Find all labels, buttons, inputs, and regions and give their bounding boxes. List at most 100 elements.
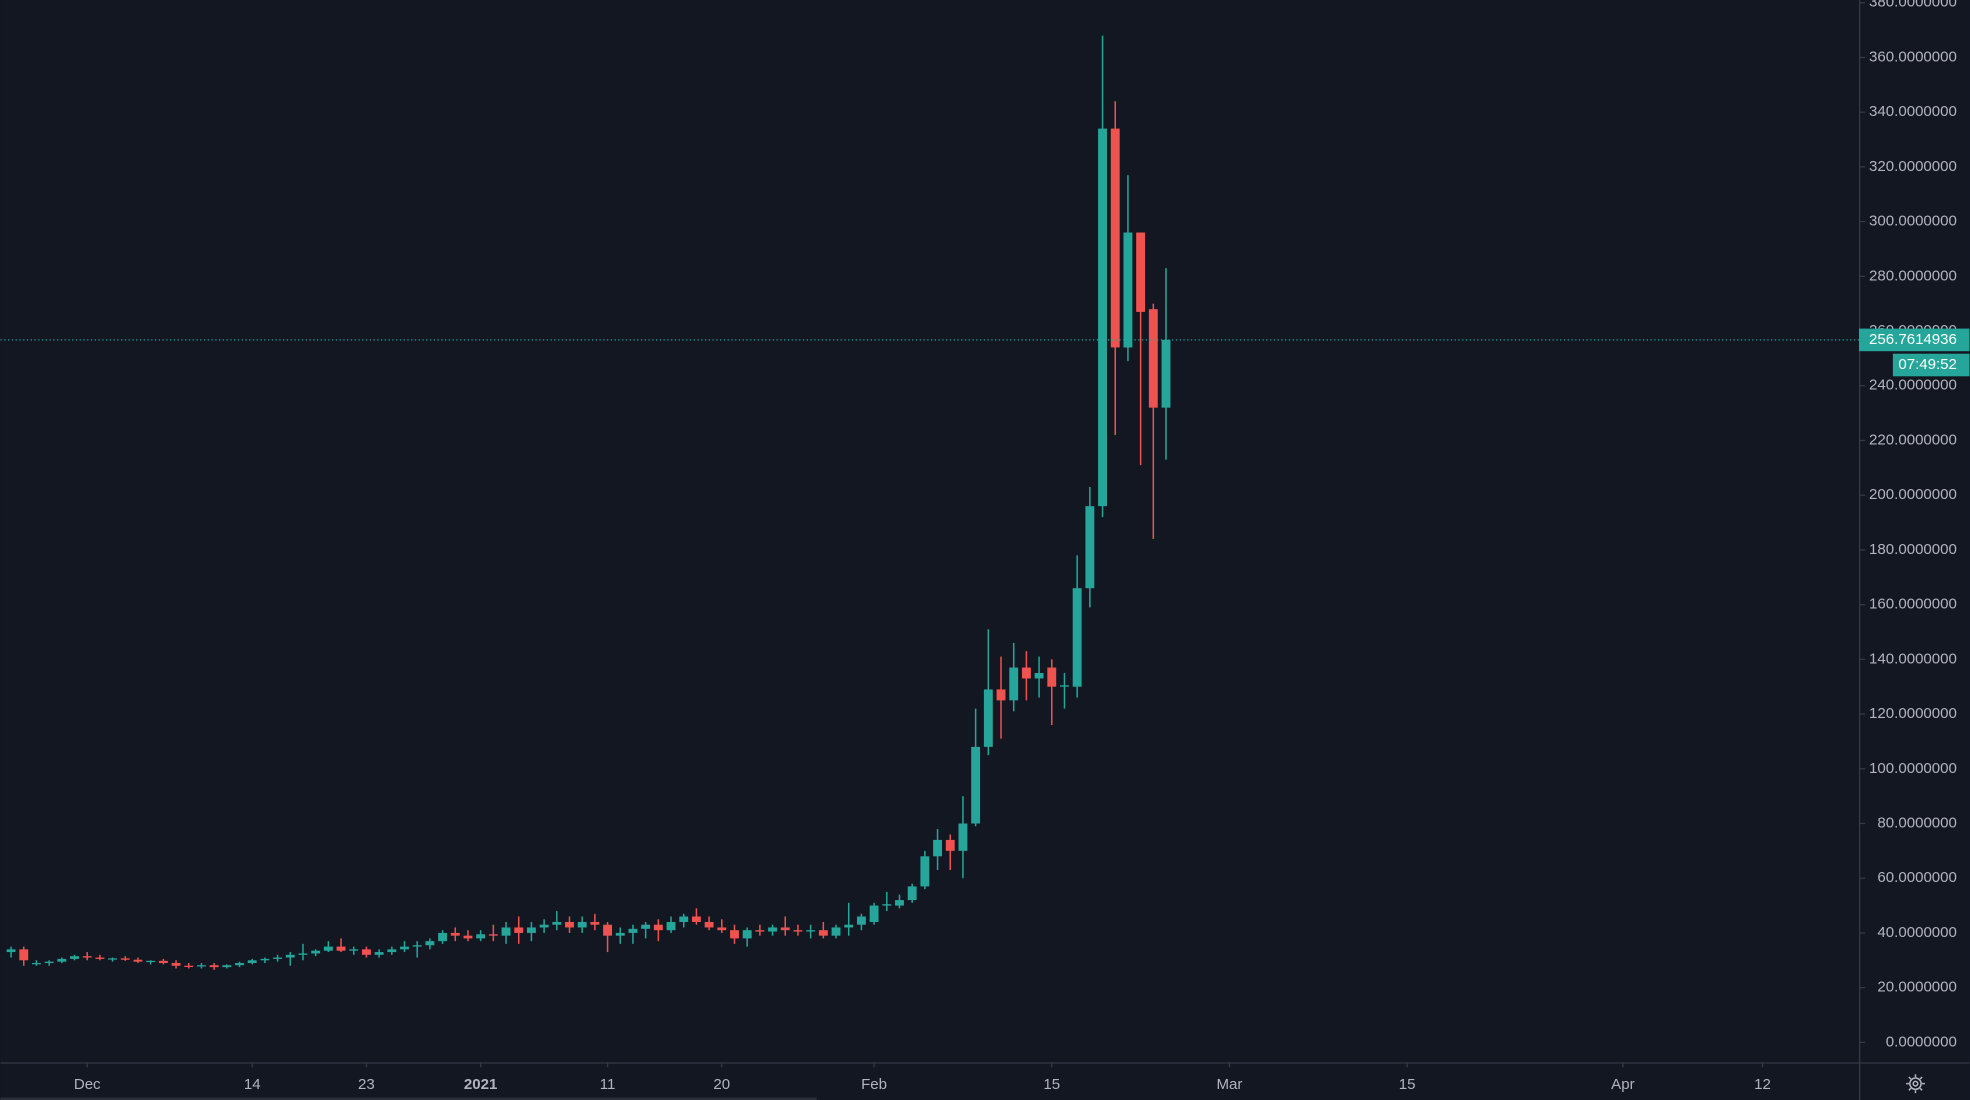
candle-body <box>323 946 333 951</box>
candle-body <box>590 921 600 925</box>
candle-body <box>400 946 409 950</box>
candle-body <box>209 965 219 968</box>
candle-body <box>882 904 892 906</box>
y-tick-label: 240.0000000 <box>1869 377 1957 394</box>
candle-body <box>412 945 422 947</box>
candle-body <box>907 886 917 901</box>
settings-gear[interactable] <box>1906 1074 1925 1094</box>
candle-body <box>57 958 67 962</box>
candle-body <box>158 960 168 964</box>
candle-body <box>971 746 981 824</box>
candle-body <box>526 927 536 933</box>
candle-body <box>298 953 308 955</box>
candle-body <box>552 921 562 925</box>
candle-body <box>856 916 866 925</box>
candle-body <box>603 924 613 936</box>
candle-body <box>869 905 879 922</box>
y-tick-label: 180.0000000 <box>1869 541 1957 558</box>
y-tick-label: 0.0000000 <box>1886 1033 1957 1050</box>
candle-body <box>1072 588 1082 687</box>
candle-body <box>730 930 739 939</box>
y-tick-label: 200.0000000 <box>1869 486 1957 503</box>
candle-body <box>844 924 854 928</box>
x-tick-label: Mar <box>1217 1076 1243 1093</box>
candle-body <box>19 949 29 961</box>
candle-body <box>476 934 486 939</box>
y-tick-label: 40.0000000 <box>1877 924 1957 941</box>
candle-body <box>831 927 841 936</box>
candle-body <box>793 930 803 932</box>
candle-body <box>1085 506 1095 589</box>
y-tick-label: 160.0000000 <box>1869 596 1957 613</box>
candle-body <box>1148 309 1158 408</box>
candle-body <box>311 950 321 954</box>
candle-body <box>336 946 346 951</box>
candle-body <box>514 927 524 933</box>
candle-body <box>463 935 473 939</box>
candle-body <box>641 924 651 929</box>
candle-body <box>1123 232 1133 348</box>
candle-body <box>171 963 181 966</box>
candle-body <box>1009 667 1019 701</box>
x-tick-label: 20 <box>713 1076 730 1093</box>
candle-body <box>387 949 397 953</box>
candle-body <box>666 921 676 931</box>
candle-body <box>361 949 371 955</box>
candle-body <box>818 930 828 936</box>
y-tick-label: 320.0000000 <box>1869 158 1957 175</box>
y-tick-label: 380.0000000 <box>1869 0 1957 11</box>
candle-body <box>653 924 663 931</box>
candle-body <box>615 932 625 936</box>
y-tick-label: 300.0000000 <box>1869 213 1957 230</box>
candle-body <box>806 930 816 932</box>
x-tick-label: 11 <box>600 1076 616 1093</box>
candle-body <box>1034 673 1044 679</box>
candle-body <box>235 963 244 966</box>
candle-body <box>945 839 955 851</box>
candle-body <box>44 961 54 964</box>
y-tick-label: 80.0000000 <box>1877 814 1957 831</box>
candle-body <box>679 916 689 922</box>
y-tick-label: 220.0000000 <box>1869 431 1957 448</box>
candle-body <box>273 957 283 959</box>
candle-body <box>996 689 1006 701</box>
candle-body <box>95 957 105 959</box>
candle-body <box>691 916 701 922</box>
candle-body <box>895 900 904 906</box>
candle-body <box>780 927 790 931</box>
candle-body <box>374 952 384 955</box>
candle-body <box>108 958 118 960</box>
candle-body <box>920 856 930 887</box>
x-tick-label: Apr <box>1611 1076 1634 1093</box>
candle-body <box>425 941 435 946</box>
candle-body <box>577 921 587 928</box>
candle-body <box>1161 339 1171 408</box>
y-tick-label: 20.0000000 <box>1877 979 1957 996</box>
candle-body <box>450 932 460 936</box>
x-tick-label: 2021 <box>464 1076 497 1093</box>
x-tick-label: 15 <box>1399 1076 1416 1093</box>
x-tick-label: 14 <box>244 1076 261 1093</box>
candle-body <box>133 959 143 962</box>
x-tick-label: 23 <box>358 1076 375 1093</box>
candle-body <box>32 963 41 965</box>
candle-body <box>120 958 130 960</box>
candle-body <box>983 689 993 747</box>
candle-body <box>6 949 16 953</box>
candle-body <box>1110 128 1120 348</box>
candle-body <box>247 960 257 964</box>
candle-body <box>755 930 765 932</box>
y-tick-label: 60.0000000 <box>1877 869 1957 886</box>
candle-body <box>768 927 778 932</box>
candle-body <box>565 921 574 928</box>
candle-body <box>285 954 295 958</box>
candle-body <box>438 932 448 942</box>
candle-body <box>1098 128 1107 507</box>
countdown-box <box>1892 353 1970 377</box>
candle-body <box>70 956 79 959</box>
y-tick-label: 360.0000000 <box>1869 48 1957 65</box>
candle-body <box>501 927 511 936</box>
y-tick-label: 100.0000000 <box>1869 760 1957 777</box>
candle-body <box>196 965 206 967</box>
